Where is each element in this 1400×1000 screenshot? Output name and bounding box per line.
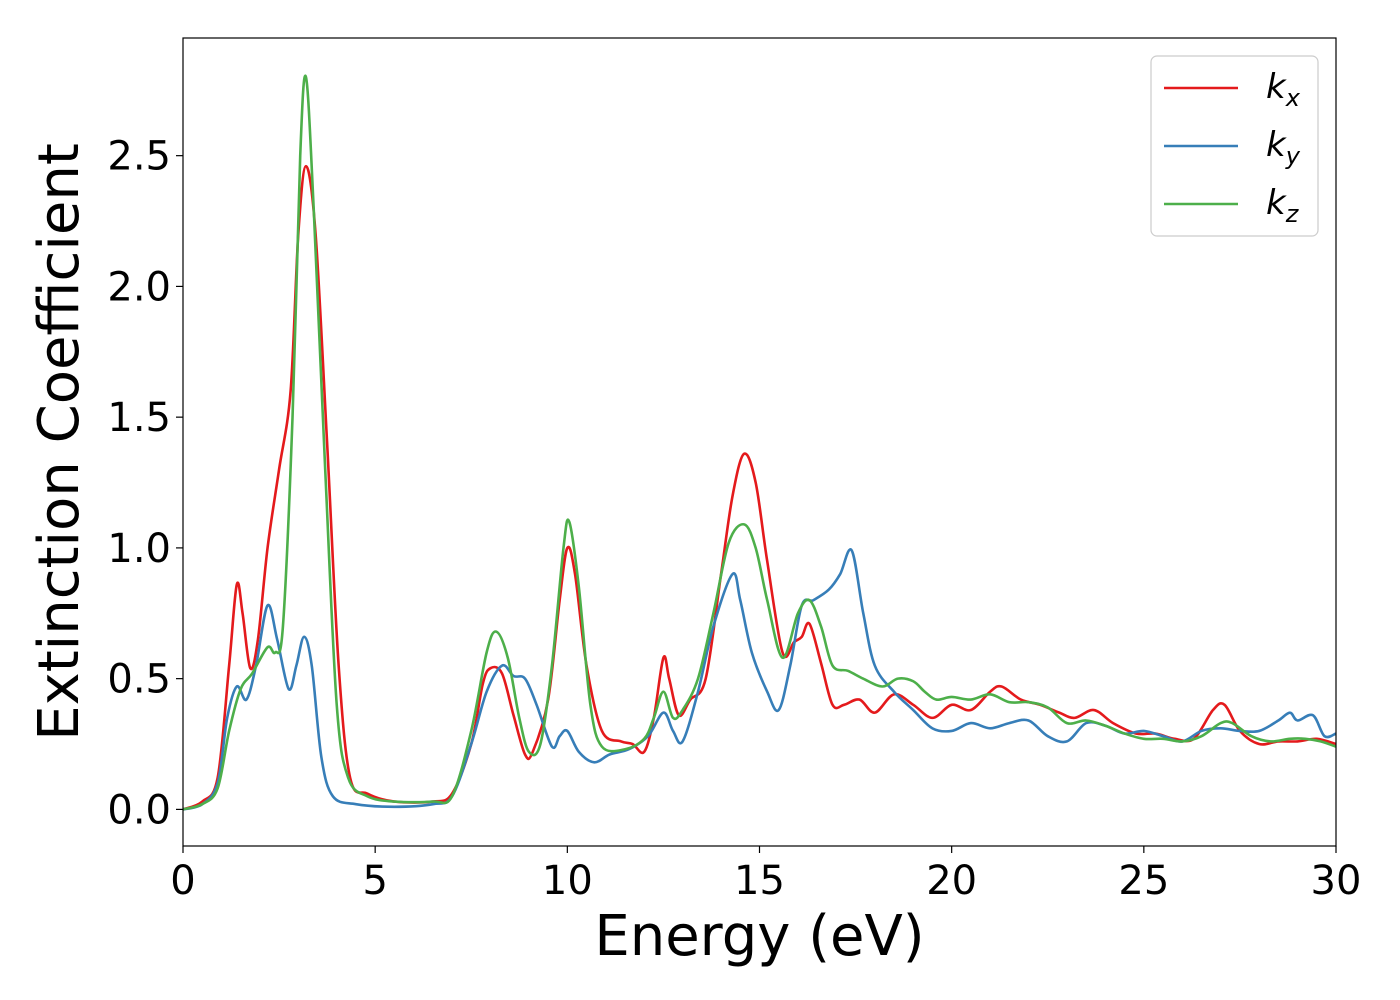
x-tick-label: 15 [734, 858, 785, 904]
y-tick-label: 2.0 [107, 264, 171, 310]
x-axis-title: Energy (eV) [594, 904, 924, 969]
x-tick-label: 5 [362, 858, 387, 904]
x-tick-label: 10 [542, 858, 593, 904]
y-tick-label: 0.5 [107, 657, 171, 703]
x-tick-label: 30 [1311, 858, 1362, 904]
y-tick-label: 2.5 [107, 134, 171, 180]
x-axis: 0 5 10 15 20 25 30 [170, 846, 1361, 904]
x-tick-label: 0 [170, 858, 195, 904]
series-layer [183, 74, 1336, 811]
x-tick-label: 25 [1118, 858, 1169, 904]
y-axis: 0.0 0.5 1.0 1.5 2.0 2.5 [107, 134, 183, 833]
y-axis-title: Extinction Coefficient [27, 143, 92, 741]
series-line-kz [183, 74, 1336, 811]
y-tick-label: 1.5 [107, 395, 171, 441]
x-tick-label: 20 [926, 858, 977, 904]
y-tick-label: 0.0 [107, 787, 171, 833]
legend-label-kx: kx [1266, 67, 1301, 112]
legend: kx ky kz [1150, 55, 1319, 237]
legend-label-ky: ky [1266, 125, 1301, 170]
legend-label-kz: kz [1266, 183, 1300, 228]
y-tick-label: 1.0 [107, 526, 171, 572]
